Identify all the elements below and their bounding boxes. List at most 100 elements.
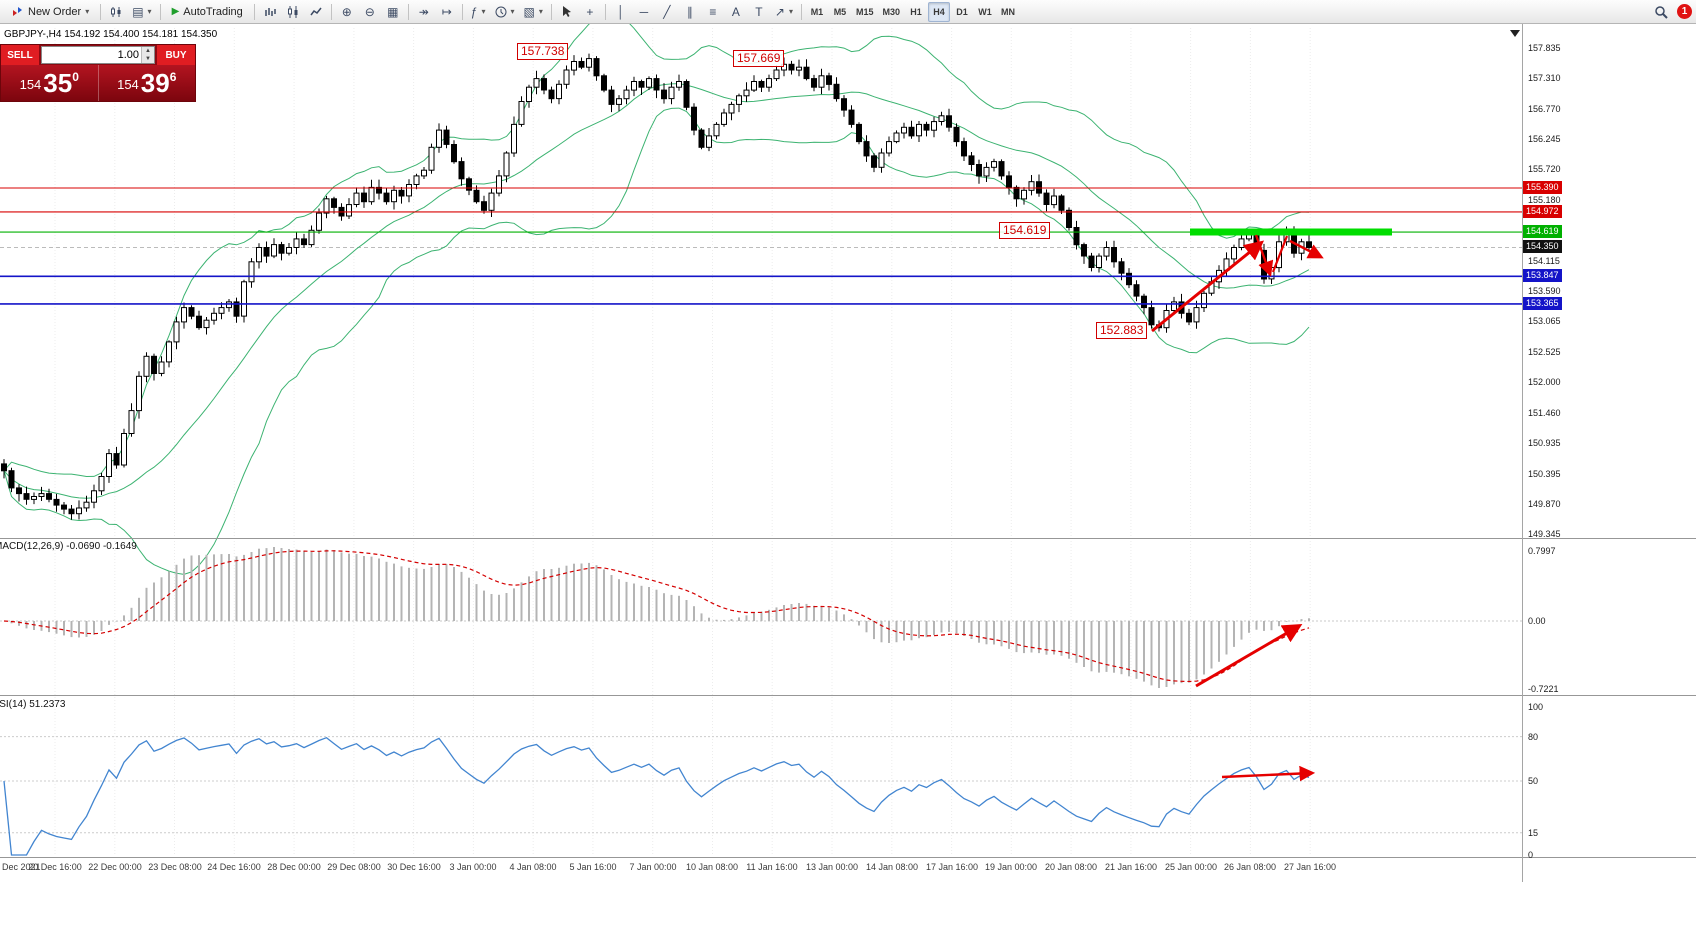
channel-icon: ∥: [686, 4, 693, 19]
separator: [461, 3, 463, 20]
chevron-down-icon: ▾: [85, 7, 90, 16]
separator: [100, 3, 102, 20]
timeframe-w1-button[interactable]: W1: [978, 6, 992, 17]
buy-price-big: 39: [140, 68, 170, 98]
tile-windows-button[interactable]: ▦: [382, 2, 404, 22]
sell-price-sup: 0: [72, 70, 79, 84]
buy-price-prefix: 154: [117, 77, 139, 92]
new-order-button[interactable]: New Order ▾: [4, 2, 96, 22]
price-annotation[interactable]: 152.883: [1096, 322, 1148, 339]
buy-price[interactable]: 154 39 6: [98, 65, 195, 101]
timeframe-m1-button[interactable]: M1: [810, 6, 824, 17]
chevron-down-icon: ▾: [788, 7, 793, 16]
auto-scroll-icon: ↠: [418, 4, 429, 19]
trendline-button[interactable]: ╱: [656, 2, 678, 22]
crosshair-button[interactable]: +: [579, 2, 601, 22]
text-button[interactable]: A: [725, 2, 747, 22]
price-annotation[interactable]: 157.669: [733, 50, 785, 67]
sell-price-prefix: 154: [19, 77, 42, 92]
timeframe-m5-button[interactable]: M5: [833, 6, 847, 17]
zoom-in-button[interactable]: ⊕: [336, 2, 358, 22]
horizontal-line-icon: ─: [639, 4, 649, 19]
vertical-line-icon: │: [617, 4, 625, 19]
buy-price-sup: 6: [169, 70, 177, 84]
vertical-line-button[interactable]: │: [610, 2, 632, 22]
timeframe-mn-button[interactable]: MN: [1000, 6, 1015, 17]
templates-button[interactable]: ▧ ▾: [520, 2, 547, 22]
indicators-button[interactable]: ƒ ▾: [467, 2, 490, 22]
chevron-down-icon: ▾: [538, 7, 543, 16]
bar-chart-icon: [265, 7, 276, 16]
sell-button[interactable]: SELL: [1, 45, 39, 65]
toolbar: New Order ▾ ▤ ▾ ▶ AutoTrading ⊕ ⊖ ▦ ↠ ↦ ƒ…: [0, 0, 1696, 24]
line-chart-button[interactable]: [305, 2, 327, 22]
zoom-in-icon: ⊕: [341, 4, 352, 19]
chevron-down-icon: ▾: [510, 7, 515, 16]
profiles-icon: ▤: [132, 4, 144, 19]
volume-stepper: ▲ ▼: [41, 46, 155, 64]
channel-button[interactable]: ∥: [679, 2, 701, 22]
candlestick-button[interactable]: [282, 2, 304, 22]
volume-up-button[interactable]: ▲: [142, 47, 154, 55]
arrows-button[interactable]: ↗ ▾: [771, 2, 797, 22]
price-annotation[interactable]: 154.619: [999, 222, 1051, 239]
periods-button[interactable]: ▾: [491, 2, 519, 22]
text-label-button[interactable]: T: [748, 2, 770, 22]
timeframe-d1-button[interactable]: D1: [956, 6, 968, 17]
zoom-out-icon: ⊖: [364, 4, 375, 19]
sell-price-big: 35: [43, 68, 73, 98]
horizontal-line-button[interactable]: ─: [633, 2, 655, 22]
chart-shift-marker[interactable]: [1510, 30, 1520, 37]
arrow-object-icon: ↗: [774, 4, 785, 19]
symbol-ohlc-header: GBPJPY-,H4 154.192 154.400 154.181 154.3…: [4, 29, 218, 40]
play-icon: ▶: [171, 6, 180, 17]
candlestick-icon: [287, 5, 298, 18]
chevron-down-icon: ▾: [481, 7, 486, 16]
buy-button[interactable]: BUY: [157, 45, 195, 65]
chevron-down-icon: ▾: [147, 7, 152, 16]
template-icon: ▧: [523, 4, 535, 19]
price-axis-border: [1522, 24, 1523, 882]
timeframe-m15-button[interactable]: M15: [855, 6, 874, 17]
auto-scroll-button[interactable]: ↠: [413, 2, 435, 22]
label-icon: T: [755, 4, 763, 19]
autotrading-button[interactable]: ▶ AutoTrading: [165, 2, 250, 22]
timeframe-h4-button[interactable]: H4: [927, 1, 950, 22]
separator: [800, 3, 802, 20]
new-order-label: New Order: [28, 5, 82, 18]
volume-input[interactable]: [42, 47, 141, 63]
line-chart-icon: [310, 7, 322, 15]
new-chart-icon: [111, 6, 121, 17]
panel-separator[interactable]: [0, 695, 1696, 696]
cursor-button[interactable]: [556, 2, 578, 22]
price-annotation[interactable]: 157.738: [517, 43, 569, 60]
zoom-out-button[interactable]: ⊖: [359, 2, 381, 22]
notification-badge[interactable]: 1: [1677, 4, 1692, 19]
chart-shift-icon: ↦: [441, 4, 452, 19]
separator: [253, 3, 255, 20]
panel-separator[interactable]: [0, 538, 1696, 539]
separator: [550, 3, 552, 20]
volume-arrows: ▲ ▼: [141, 47, 154, 63]
fibonacci-button[interactable]: ≡: [702, 2, 724, 22]
new-chart-button[interactable]: [105, 2, 127, 22]
separator: [159, 3, 161, 20]
profiles-button[interactable]: ▤ ▾: [128, 2, 155, 22]
sell-price[interactable]: 154 35 0: [1, 65, 99, 101]
timeframe-h1-button[interactable]: H1: [910, 6, 922, 17]
separator: [330, 3, 332, 20]
cursor-icon: [563, 6, 572, 17]
trendline-icon: ╱: [663, 4, 671, 19]
timeframe-toolbar: M1 M5 M15 M30 H1 H4 D1 W1 MN: [806, 1, 1019, 22]
separator: [407, 3, 409, 20]
bar-chart-button[interactable]: [259, 2, 281, 22]
autotrading-label: AutoTrading: [183, 5, 243, 18]
panel-separator[interactable]: [0, 857, 1696, 858]
search-button[interactable]: [1650, 2, 1672, 22]
timeframe-m30-button[interactable]: M30: [882, 6, 900, 17]
crosshair-icon: +: [586, 4, 594, 19]
chart-shift-button[interactable]: ↦: [436, 2, 458, 22]
volume-down-button[interactable]: ▼: [142, 55, 154, 63]
